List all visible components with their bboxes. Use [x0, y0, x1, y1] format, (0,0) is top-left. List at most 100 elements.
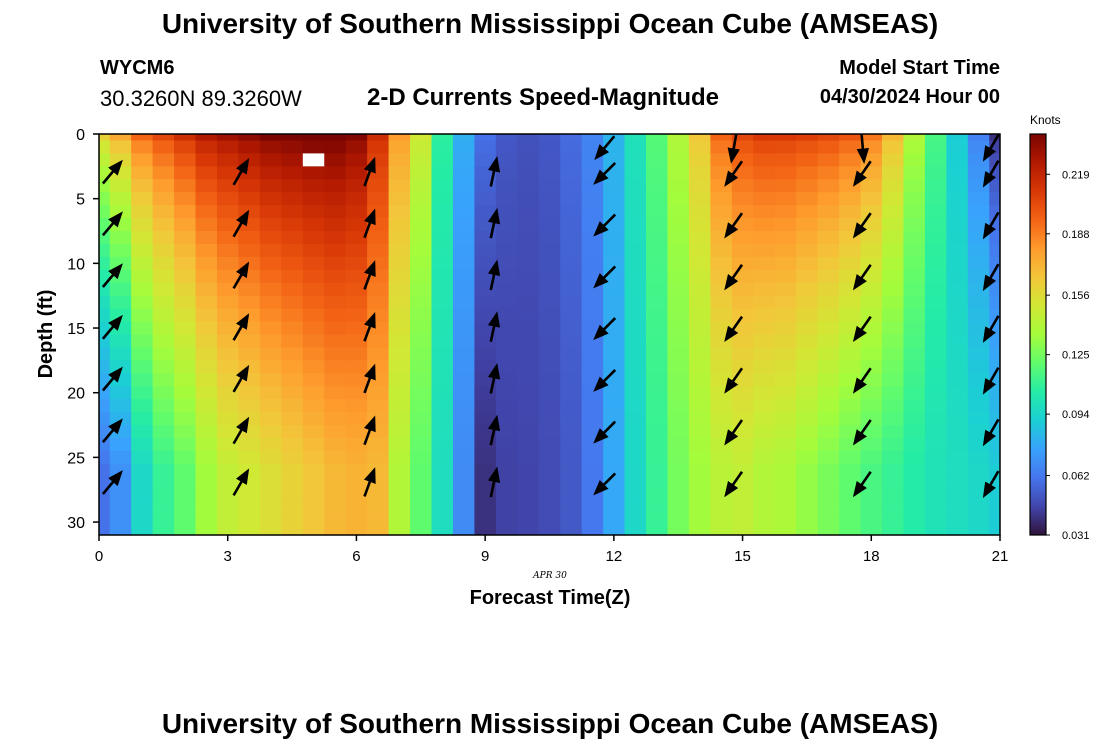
heatmap-cell — [388, 243, 411, 258]
heatmap-cell — [474, 295, 497, 310]
heatmap-cell — [796, 412, 819, 426]
heatmap-cell — [517, 321, 540, 336]
heatmap-cell — [152, 134, 175, 142]
heatmap-cell — [216, 528, 240, 535]
heatmap-cell — [667, 134, 690, 142]
heatmap-cell — [882, 140, 905, 155]
x-axis-label: Forecast Time(Z) — [470, 587, 631, 609]
heatmap-cell — [860, 243, 883, 258]
heatmap-cell — [817, 256, 840, 271]
heatmap-cell — [131, 360, 154, 374]
heatmap-cell — [388, 437, 411, 452]
heatmap-cell — [216, 166, 240, 180]
heatmap-cell — [367, 412, 390, 426]
heatmap-cell — [967, 425, 990, 439]
heatmap-cell — [903, 347, 926, 361]
heatmap-cell — [238, 256, 261, 271]
heatmap-cell — [431, 256, 454, 271]
heatmap-cell — [560, 334, 583, 349]
heatmap-cell — [560, 231, 583, 245]
heatmap-cell — [646, 425, 669, 439]
heatmap-cell — [581, 528, 604, 535]
heatmap-cell — [195, 192, 218, 206]
heatmap-cell — [581, 308, 604, 323]
heatmap-cell — [99, 179, 111, 193]
current-vector-arrow — [487, 311, 501, 342]
heatmap-cell — [538, 476, 561, 491]
heatmap-cell — [839, 450, 862, 465]
heatmap-cell — [195, 134, 218, 142]
heatmap-cell — [731, 502, 754, 517]
heatmap-cell — [152, 399, 175, 413]
heatmap-cell — [839, 256, 862, 271]
heatmap-cell — [774, 243, 797, 258]
colorbar-units-label: Knots — [1030, 113, 1061, 127]
heatmap-cell — [839, 528, 862, 535]
heatmap-cell — [560, 515, 583, 530]
speed-heatmap — [99, 134, 1000, 535]
heatmap-cell — [238, 153, 261, 167]
heatmap-cell — [259, 360, 282, 374]
heatmap-cell — [989, 256, 1000, 271]
x-tick-label: 18 — [863, 548, 880, 565]
heatmap-cell — [688, 528, 711, 535]
heatmap-cell — [753, 295, 776, 310]
heatmap-cell — [646, 140, 669, 155]
heatmap-cell — [410, 373, 433, 387]
heatmap-cell — [410, 334, 433, 349]
heatmap-cell — [495, 502, 518, 517]
heatmap-cell — [431, 243, 454, 258]
heatmap-cell — [517, 282, 540, 297]
heatmap-cell — [302, 166, 325, 180]
heatmap-cell — [688, 425, 711, 439]
heatmap-cell — [452, 334, 476, 349]
heatmap-cell — [195, 515, 218, 530]
colorbar-tick-label: 0.031 — [1062, 530, 1090, 542]
heatmap-cell — [388, 134, 411, 142]
heatmap-cell — [624, 256, 647, 271]
heatmap-cell — [882, 192, 905, 206]
heatmap-cell — [753, 437, 776, 452]
heatmap-cell — [281, 399, 304, 413]
heatmap-cell — [817, 347, 840, 361]
heatmap-cell — [667, 192, 690, 206]
heatmap-cell — [753, 515, 776, 530]
heatmap-cell — [989, 412, 1000, 426]
heatmap-cell — [388, 140, 411, 155]
heatmap-cell — [946, 502, 969, 517]
heatmap-cell — [903, 282, 926, 297]
heatmap-cell — [646, 412, 669, 426]
current-vector-arrow — [487, 414, 501, 446]
heatmap-cell — [646, 256, 669, 271]
heatmap-cell — [796, 231, 819, 245]
heatmap-cell — [817, 437, 840, 452]
heatmap-cell — [302, 463, 325, 478]
heatmap-cell — [495, 134, 518, 142]
heatmap-cell — [882, 334, 905, 349]
heatmap-cell — [367, 334, 390, 349]
heatmap-cell — [174, 295, 197, 310]
heatmap-cell — [388, 205, 411, 219]
heatmap-cell — [131, 218, 154, 232]
heatmap-cell — [345, 179, 368, 193]
heatmap-cell — [731, 282, 754, 297]
heatmap-cell — [860, 231, 883, 245]
heatmap-cell — [774, 153, 797, 167]
heatmap-cell — [195, 334, 218, 349]
heatmap-cell — [710, 243, 733, 258]
heatmap-cell — [345, 450, 368, 465]
heatmap-cell — [431, 218, 454, 232]
heatmap-cell — [238, 205, 261, 219]
heatmap-cell — [624, 399, 647, 413]
heatmap-cell — [903, 295, 926, 310]
heatmap-cell — [924, 218, 947, 232]
heatmap-cell — [817, 295, 840, 310]
heatmap-cell — [946, 437, 969, 452]
heatmap-cell — [195, 386, 218, 400]
heatmap-cell — [860, 528, 883, 535]
heatmap-cell — [259, 489, 282, 504]
heatmap-cell — [538, 231, 561, 245]
heatmap-cell — [302, 502, 325, 517]
heatmap-cell — [667, 282, 690, 297]
heatmap-cell — [238, 231, 261, 245]
